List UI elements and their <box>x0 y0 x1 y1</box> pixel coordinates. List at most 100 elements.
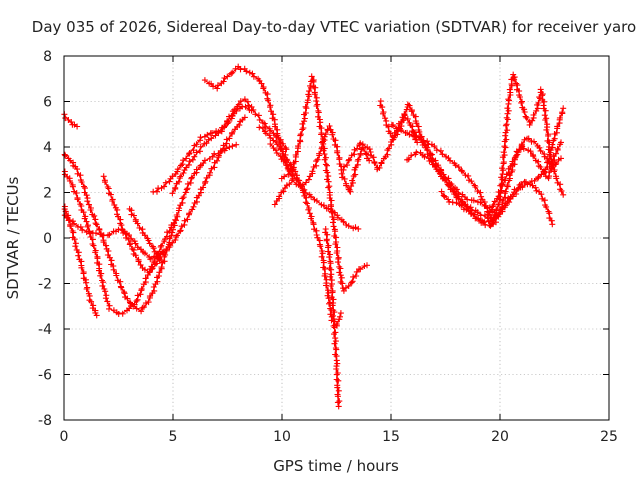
data-point <box>97 272 104 279</box>
data-point <box>500 159 507 165</box>
data-point <box>495 211 502 218</box>
data-point <box>502 144 509 151</box>
data-point <box>325 184 332 191</box>
data-point <box>387 130 394 137</box>
data-point <box>463 206 470 213</box>
data-point <box>553 160 560 167</box>
data-point <box>169 239 176 246</box>
data-point <box>164 229 170 236</box>
data-point <box>183 186 190 193</box>
data-point <box>462 172 469 179</box>
data-point <box>319 250 326 257</box>
data-point <box>348 152 355 159</box>
data-point <box>132 252 139 259</box>
data-point <box>487 218 493 225</box>
data-point <box>318 253 325 260</box>
data-point <box>295 143 301 150</box>
data-point <box>250 73 257 80</box>
data-point <box>70 188 77 195</box>
data-point <box>271 123 278 130</box>
data-point <box>102 288 109 295</box>
data-point <box>172 237 179 243</box>
data-point <box>127 299 133 306</box>
y-axis-label: SDTVAR / TECUs <box>4 176 22 299</box>
data-point <box>229 112 236 119</box>
data-point <box>255 112 262 119</box>
data-point <box>202 178 209 185</box>
series-arc-d <box>61 203 100 319</box>
data-point <box>305 206 312 213</box>
data-point <box>162 179 169 186</box>
data-point <box>333 346 340 353</box>
data-point <box>331 318 338 325</box>
data-point <box>210 83 217 90</box>
data-point <box>447 157 454 164</box>
data-point <box>531 138 537 145</box>
data-point <box>390 122 397 129</box>
data-point <box>539 91 546 97</box>
data-point <box>304 200 311 207</box>
data-point <box>511 154 518 161</box>
data-point <box>412 129 418 136</box>
data-point <box>503 136 510 143</box>
data-point <box>83 192 90 199</box>
data-point <box>277 153 284 160</box>
data-point <box>472 184 479 190</box>
data-point <box>527 148 534 155</box>
data-point <box>128 302 134 309</box>
series-arc-g <box>126 205 166 266</box>
data-point <box>366 157 373 164</box>
data-point <box>68 119 75 125</box>
data-point <box>477 199 484 206</box>
data-point <box>490 216 497 223</box>
y-tick-label: -2 <box>38 277 52 293</box>
data-point <box>455 190 462 197</box>
data-point <box>526 121 533 128</box>
data-point <box>237 98 244 105</box>
data-point <box>141 250 148 257</box>
data-point <box>532 184 539 191</box>
data-point <box>281 173 288 180</box>
data-point <box>335 403 342 410</box>
data-point <box>229 129 236 136</box>
data-point <box>305 176 312 183</box>
data-point <box>486 204 493 211</box>
data-point <box>404 115 411 122</box>
data-point <box>361 263 368 269</box>
data-point <box>121 289 127 296</box>
data-point <box>330 312 337 319</box>
data-point <box>306 88 313 95</box>
data-point <box>490 202 497 208</box>
data-point <box>185 161 192 168</box>
data-point <box>441 193 448 200</box>
data-point <box>250 106 257 113</box>
data-point <box>161 183 168 190</box>
data-point <box>337 272 344 279</box>
series-arc-k <box>256 124 344 329</box>
data-point <box>516 146 523 153</box>
data-point <box>268 108 274 115</box>
data-point <box>87 207 94 213</box>
data-point <box>354 145 361 152</box>
data-point <box>169 173 176 180</box>
data-point <box>438 188 445 195</box>
data-point <box>327 283 334 289</box>
data-point <box>301 118 308 125</box>
data-point <box>351 146 358 153</box>
data-point <box>543 203 550 210</box>
data-point <box>84 284 91 291</box>
data-point <box>300 125 307 131</box>
data-point <box>317 119 324 126</box>
data-point <box>166 178 173 185</box>
data-point <box>215 152 222 159</box>
data-point <box>267 141 274 147</box>
data-point <box>335 387 342 394</box>
data-point <box>546 151 553 158</box>
data-point <box>158 264 165 271</box>
data-point <box>501 152 508 159</box>
data-point <box>154 188 160 195</box>
data-point <box>408 152 415 159</box>
data-point <box>104 298 111 305</box>
data-point <box>503 114 510 121</box>
data-point <box>83 218 90 225</box>
